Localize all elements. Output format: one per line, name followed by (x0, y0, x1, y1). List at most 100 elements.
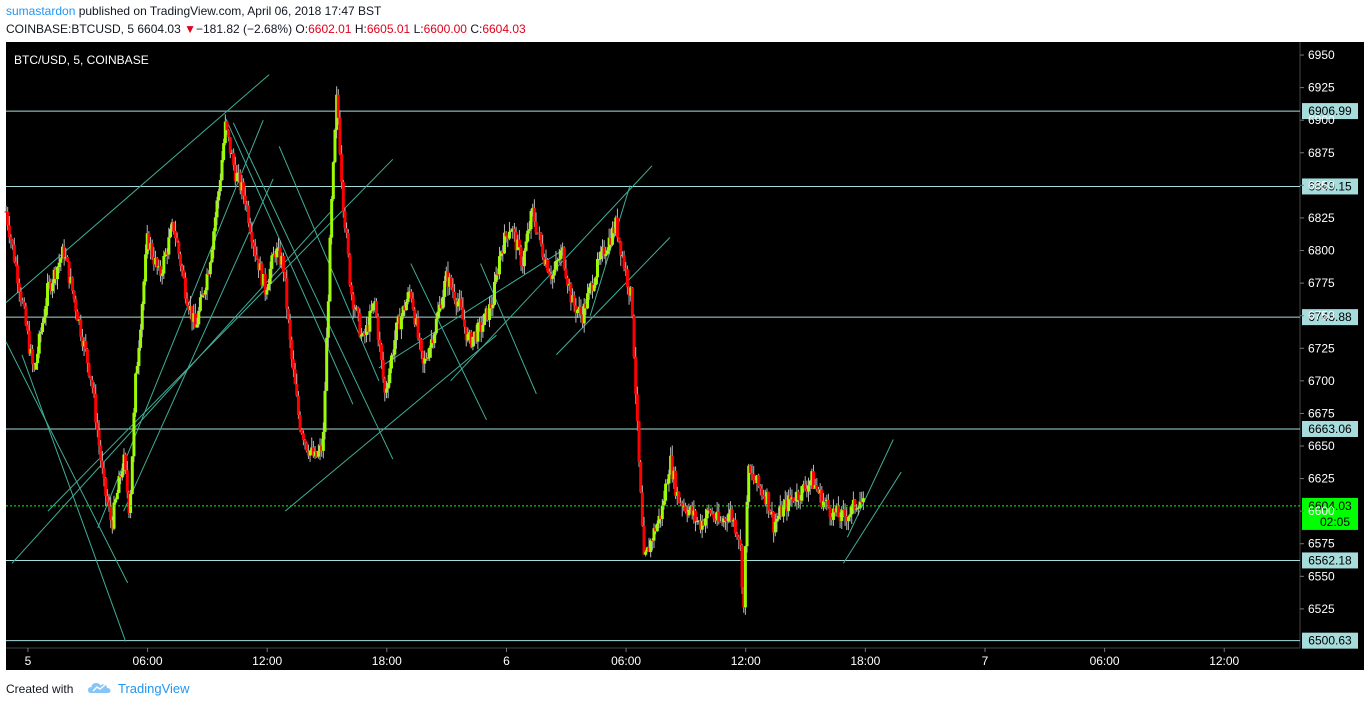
level-label: 6849.15 (1308, 179, 1352, 193)
candle-body (728, 509, 732, 514)
candle-body (469, 332, 473, 347)
candle-body (768, 510, 772, 515)
candle-body (607, 237, 611, 251)
close-value: 6604.03 (482, 22, 526, 36)
price-chart[interactable]: BTC/USD, 5, COINBASE 6906.99 6849.15 6748.… (0, 42, 1370, 670)
candle-body (345, 228, 349, 233)
candle-body (217, 191, 221, 201)
candle-body (333, 129, 337, 163)
time-tick-label: 12:00 (731, 654, 761, 668)
candle-body (293, 369, 297, 384)
candle-body (466, 334, 470, 341)
candle-body (368, 311, 372, 332)
candle-body (596, 259, 600, 278)
price-tick-label: 6725 (1308, 341, 1335, 355)
price-axis-background (1300, 42, 1364, 648)
candle-body (745, 501, 749, 547)
candle-body (547, 271, 551, 275)
candle-body (830, 516, 834, 520)
candle-body (89, 376, 93, 380)
candle-body (237, 172, 241, 174)
candle-body (674, 470, 678, 496)
candle-body (823, 501, 827, 503)
candle-body (386, 383, 390, 389)
candle-body (375, 301, 379, 317)
candle-body (399, 316, 403, 330)
candle-body (182, 270, 186, 278)
candle-body (468, 332, 472, 335)
candle-body (542, 257, 546, 265)
candle-body (476, 322, 480, 342)
candle-body (378, 339, 382, 345)
candle-body (149, 243, 153, 250)
candle-body (65, 256, 69, 262)
candle-body (473, 331, 477, 337)
candle-body (145, 233, 149, 255)
high-label: H: (354, 22, 367, 36)
candle-body (388, 368, 392, 384)
candle-body (763, 496, 767, 505)
candle-body (394, 322, 398, 341)
candle-body (828, 507, 832, 517)
candle-body (92, 387, 96, 394)
candle-body (107, 502, 111, 507)
candle-body (51, 283, 55, 291)
candle-body (57, 262, 61, 268)
change-arrow-icon: ▼ (184, 22, 196, 36)
horizontal-levels: 6906.99 6849.15 6748.88 6663.06 6562.18 6500.… (6, 103, 1358, 649)
publisher-link[interactable]: sumastardon (6, 4, 76, 18)
candle-body (49, 281, 53, 291)
candle-body (780, 505, 784, 517)
trend-line (5, 341, 129, 584)
candle-body (625, 269, 629, 287)
candle-body (335, 94, 339, 130)
tradingview-link[interactable]: TradingView (88, 679, 190, 697)
candle-body (408, 291, 412, 293)
candle-body (652, 528, 656, 541)
candle-body (753, 480, 757, 483)
candle-body (572, 295, 576, 306)
candle-body (351, 294, 355, 309)
candle-body (213, 217, 217, 232)
candle-body (579, 306, 583, 315)
candle-body (861, 498, 865, 503)
candle-body (845, 516, 849, 522)
candle-body (52, 269, 56, 284)
candle-body (778, 505, 782, 516)
candle-body (516, 239, 520, 251)
candle-body (62, 246, 66, 259)
candle-body (748, 465, 752, 473)
candle-body (183, 277, 187, 299)
candle-body (265, 290, 269, 295)
candle-body (556, 259, 560, 262)
candle-body (373, 301, 377, 304)
candle-body (401, 306, 405, 317)
candle-body (434, 318, 438, 334)
candle-body (14, 261, 18, 265)
level-label-box (1302, 632, 1358, 649)
candle-body (77, 319, 81, 321)
candle-body (484, 308, 488, 314)
candle-body (207, 273, 211, 275)
candle-body (521, 265, 525, 267)
candle-body (69, 277, 73, 283)
candle-body (632, 316, 636, 357)
candle-body (571, 295, 575, 303)
candle-body (720, 521, 724, 523)
candle-body (315, 451, 319, 457)
candle-body (263, 274, 267, 295)
candle-body (273, 254, 277, 258)
candle-body (202, 294, 206, 296)
candle-body (599, 251, 603, 260)
candle-body (747, 465, 751, 502)
candle-body (29, 348, 33, 354)
candle-body (27, 330, 31, 354)
candle-body (160, 273, 164, 276)
low-label: L: (413, 22, 424, 36)
candle-body (230, 153, 234, 155)
candle-body (288, 319, 292, 340)
candle-body (672, 470, 676, 480)
candle-body (815, 485, 819, 490)
candle-body (210, 249, 214, 263)
candle-body (494, 274, 498, 282)
